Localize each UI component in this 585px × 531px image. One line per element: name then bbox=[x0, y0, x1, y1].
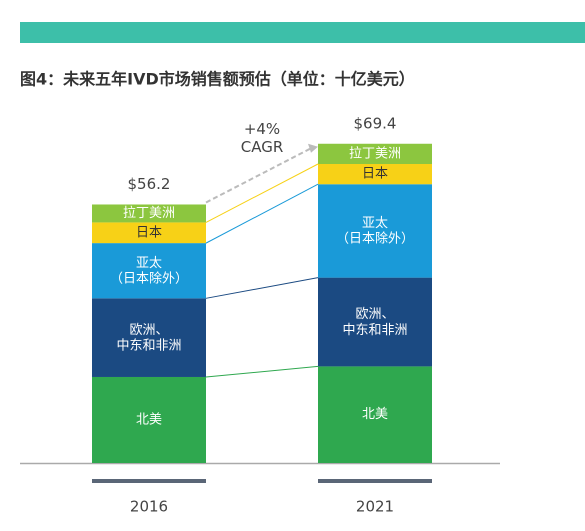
segment-label: 拉丁美洲 bbox=[123, 206, 175, 221]
bar-segment bbox=[92, 222, 206, 244]
connector bbox=[205, 277, 319, 299]
connector bbox=[205, 163, 319, 223]
bar-segment bbox=[318, 277, 432, 367]
arrow-head bbox=[308, 143, 318, 153]
cagr-arrow bbox=[205, 146, 313, 204]
segment-label: 亚太（日本除外） bbox=[110, 255, 188, 286]
bar-segment bbox=[92, 376, 206, 463]
bar-segment bbox=[92, 243, 206, 299]
bar-segment bbox=[92, 298, 206, 377]
total-label: $56.2 bbox=[128, 175, 171, 193]
bar-segment bbox=[318, 164, 432, 185]
segment-label: 日本 bbox=[362, 167, 388, 182]
connector bbox=[205, 365, 319, 378]
segment-label: 欧洲、中东和非洲 bbox=[116, 322, 181, 353]
segment-label: 北美 bbox=[136, 412, 162, 427]
connector bbox=[205, 183, 319, 244]
bar-segment bbox=[318, 184, 432, 278]
bar-segment bbox=[92, 204, 206, 223]
category-bar bbox=[318, 479, 432, 483]
chart-title: 图4：未来五年IVD市场销售额预估（单位：十亿美元） bbox=[20, 70, 415, 89]
bar-segment bbox=[318, 143, 432, 164]
category-bar bbox=[92, 479, 206, 483]
x-tick-label: 2021 bbox=[356, 498, 394, 516]
segment-label: 亚太（日本除外） bbox=[336, 216, 414, 247]
x-tick-label: 2016 bbox=[130, 498, 168, 516]
header-band bbox=[20, 22, 585, 43]
total-label: $69.4 bbox=[354, 114, 397, 132]
segment-label: 北美 bbox=[362, 407, 388, 422]
segment-label: 欧洲、中东和非洲 bbox=[342, 307, 407, 338]
segment-label: 拉丁美洲 bbox=[349, 146, 401, 161]
bar-segment bbox=[318, 366, 432, 463]
annotation: +4% CAGR bbox=[241, 120, 284, 156]
segment-label: 日本 bbox=[136, 225, 162, 240]
